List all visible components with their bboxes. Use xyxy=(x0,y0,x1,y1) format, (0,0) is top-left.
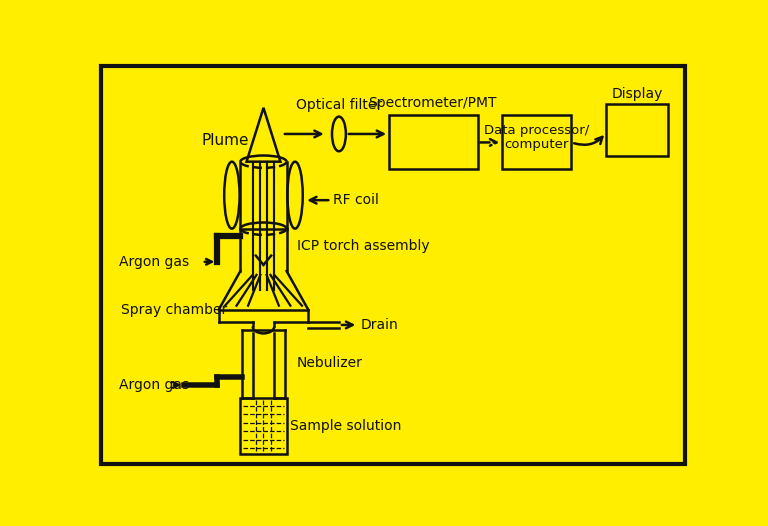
Text: computer: computer xyxy=(505,138,569,151)
Text: Plume: Plume xyxy=(202,133,250,148)
Text: Spray chamber: Spray chamber xyxy=(121,302,227,317)
Text: Optical filter: Optical filter xyxy=(296,98,382,113)
Bar xyxy=(240,398,286,454)
Bar xyxy=(606,104,667,156)
Text: Argon gas: Argon gas xyxy=(120,378,190,392)
Bar xyxy=(389,116,478,169)
Text: Display: Display xyxy=(611,87,663,101)
Text: Spectrometer/PMT: Spectrometer/PMT xyxy=(369,96,497,110)
Text: Argon gas: Argon gas xyxy=(120,255,190,269)
Text: Sample solution: Sample solution xyxy=(290,419,402,433)
Text: ICP torch assembly: ICP torch assembly xyxy=(296,239,429,254)
Text: Data processor/: Data processor/ xyxy=(484,124,590,137)
Text: Nebulizer: Nebulizer xyxy=(296,357,362,370)
Text: Drain: Drain xyxy=(360,318,399,332)
Bar xyxy=(502,116,571,169)
Text: RF coil: RF coil xyxy=(333,193,379,207)
